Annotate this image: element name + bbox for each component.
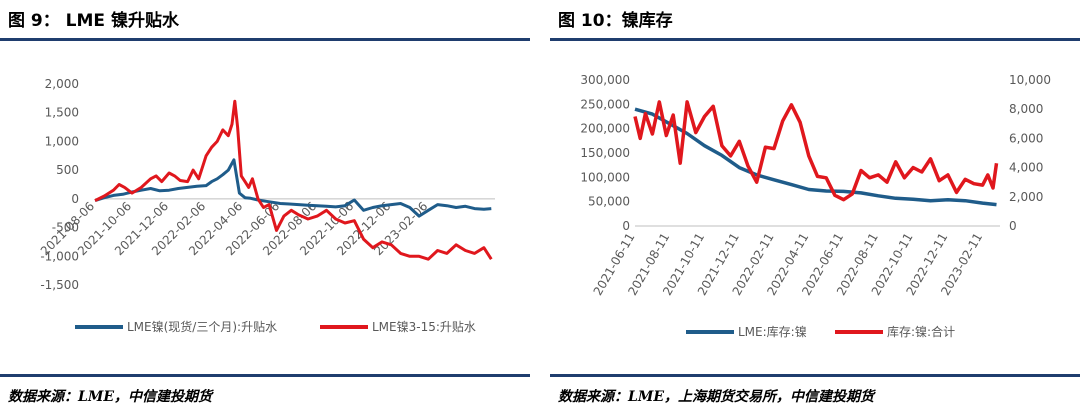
y-right-tick-label: 8,000 xyxy=(1009,102,1043,116)
figure-10-panel: 图 10：镍库存 0 50,000 100,000 150,000 200,000 250… xyxy=(550,0,1080,413)
y-tick-label: -1,000 xyxy=(40,249,79,263)
y-left-tick-label: 300,000 xyxy=(580,73,630,87)
figure-10-source: 数据来源：LME，上海期货交易所，中信建投期货 xyxy=(558,389,875,405)
y-left-tick-label: 50,000 xyxy=(588,195,630,209)
y-left-tick-label: 0 xyxy=(622,219,630,233)
y-right-tick-label: 2,000 xyxy=(1009,190,1043,204)
y-right-tick-label: 0 xyxy=(1009,219,1017,233)
spot-3m-premium-line xyxy=(94,158,492,218)
source-divider xyxy=(550,374,1080,377)
y-tick-label: -500 xyxy=(52,221,79,235)
total-inventory-line xyxy=(633,100,999,202)
premium-3-15-line xyxy=(94,99,493,261)
source-divider xyxy=(0,374,530,377)
y-tick-label: 1,000 xyxy=(45,134,79,148)
legend-label: LME镍3-15:升贴水 xyxy=(372,320,476,334)
title-divider xyxy=(0,38,530,41)
premium-chart: -1,500-1,000-50005001,0001,5002,0002021-… xyxy=(38,77,495,334)
y-left-tick-label: 150,000 xyxy=(580,146,630,160)
y-left-tick-label: 100,000 xyxy=(580,170,630,184)
figure-9-source: 数据来源：LME，中信建投期货 xyxy=(8,389,213,405)
lme-inventory-line xyxy=(634,107,997,207)
figure-9-title: 图 9： LME 镍升贴水 xyxy=(8,11,179,31)
y-right-tick-label: 10,000 xyxy=(1009,73,1051,87)
legend-label: LME镍(现货/三个月):升贴水 xyxy=(127,319,277,334)
y-left-tick-label: 200,000 xyxy=(580,122,630,136)
y-tick-label: 0 xyxy=(71,192,79,206)
y-right-tick-label: 4,000 xyxy=(1009,161,1043,175)
y-right-tick-label: 6,000 xyxy=(1009,131,1043,145)
title-divider xyxy=(550,38,1080,41)
y-tick-label: 500 xyxy=(56,163,79,177)
figure-9-panel: 图 9： LME 镍升贴水 -1,500 -1,000 -500 0 500 1,000 1… xyxy=(0,0,530,413)
legend-label: 库存:镍:合计 xyxy=(887,324,955,339)
y-tick-label: -1,500 xyxy=(40,278,79,292)
y-tick-label: 2,000 xyxy=(45,77,79,91)
inventory-chart: 0 50,000 100,000 150,000 200,000 250,000 300,0… xyxy=(580,73,1051,339)
y-tick-label: 1,500 xyxy=(45,106,79,120)
y-left-tick-label: 250,000 xyxy=(580,97,630,111)
figure-10-title: 图 10：镍库存 xyxy=(558,11,673,31)
legend-label: LME:库存:镍 xyxy=(738,324,807,339)
